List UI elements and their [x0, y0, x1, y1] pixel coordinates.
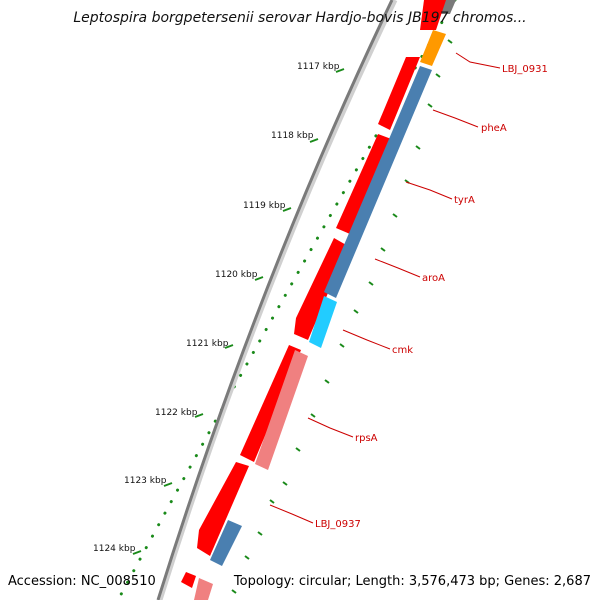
forward-genes — [181, 0, 446, 588]
leader-line-lbj0931 — [455, 52, 501, 69]
backbone — [156, 0, 394, 600]
inner-tick — [427, 103, 433, 108]
gene-arrow — [324, 66, 432, 298]
backbone-shadow — [157, 0, 398, 600]
inner-tick — [244, 555, 250, 560]
kbp-label: 1122 kbp — [155, 408, 198, 418]
accession-text: Accession: NC_008510 — [8, 574, 156, 589]
gene-label-rpsa: rpsA — [355, 433, 378, 444]
gene-label-aroa: aroA — [422, 273, 445, 284]
leader-line-phea — [432, 109, 479, 128]
gene-arrow — [336, 134, 394, 234]
leader-line-cmk — [342, 329, 391, 350]
gene-arrow — [420, 0, 446, 30]
gene-arrow — [309, 296, 337, 348]
leader-line-aroa — [374, 258, 421, 278]
inner-ticks — [231, 39, 453, 594]
gene-label-lbj0931: LBJ_0931 — [502, 64, 548, 75]
gene-arrow — [240, 345, 301, 462]
inner-tick — [415, 145, 421, 150]
kbp-label: 1123 kbp — [124, 476, 167, 486]
inner-tick — [353, 309, 359, 314]
inner-tick — [231, 589, 237, 594]
kbp-label: 1118 kbp — [271, 131, 314, 141]
kbp-label: 1124 kbp — [93, 544, 136, 554]
gene-arrow — [197, 462, 249, 556]
gene-arrow — [378, 57, 420, 130]
inner-tick — [368, 281, 374, 286]
gene-arrow — [294, 238, 348, 340]
inner-tick — [447, 39, 453, 44]
kbp-tick — [163, 482, 173, 487]
kbp-label: 1120 kbp — [215, 270, 258, 280]
genome-summary-text: Topology: circular; Length: 3,576,473 bp… — [233, 574, 591, 589]
kbp-tick — [335, 68, 345, 73]
inner-tick — [392, 213, 398, 218]
kbp-label: 1117 kbp — [297, 62, 340, 72]
inner-tick — [339, 343, 345, 348]
gene-label-tyra: tyrA — [454, 195, 475, 206]
kbp-label: 1121 kbp — [186, 339, 229, 349]
gene-leader-lines — [269, 52, 501, 524]
inner-tick — [269, 499, 275, 504]
inner-tick — [257, 531, 263, 536]
inner-tick — [435, 73, 441, 78]
gene-label-lbj0937: LBJ_0937 — [315, 519, 361, 530]
kbp-ticks — [132, 68, 345, 555]
leader-line-lbj0937 — [269, 504, 314, 524]
gene-arrow — [420, 30, 446, 66]
gene-arrow — [181, 572, 196, 588]
inner-tick — [380, 247, 386, 252]
gene-label-phea: pheA — [481, 123, 507, 134]
inner-tick — [310, 413, 316, 418]
kbp-tick — [224, 344, 234, 349]
gene-arrow — [194, 578, 213, 600]
inner-tick — [282, 481, 288, 486]
kbp-tick — [282, 207, 292, 212]
reverse-genes — [194, 30, 446, 600]
kbp-tick — [309, 138, 319, 143]
leader-line-tyra — [405, 181, 453, 200]
kbp-label: 1119 kbp — [243, 201, 286, 211]
gene-arrow — [210, 520, 242, 566]
leader-line-rpsa — [307, 417, 354, 438]
kbp-tick — [132, 550, 142, 555]
kbp-tick — [254, 276, 264, 281]
kbp-tick — [194, 413, 204, 418]
inner-tick — [295, 447, 301, 452]
inner-tick — [324, 379, 330, 384]
gene-label-cmk: cmk — [392, 345, 413, 356]
gene-arrow — [255, 350, 308, 470]
map-title: Leptospira borgpetersenii serovar Hardjo… — [73, 10, 527, 26]
